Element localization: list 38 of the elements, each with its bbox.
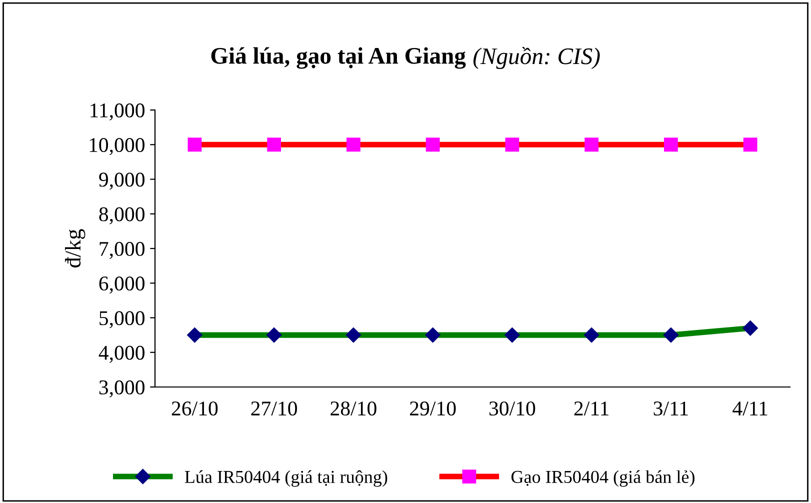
x-tick-label: 2/11 [574, 402, 608, 416]
point [346, 138, 360, 152]
y-tick-label: 7,000 [100, 242, 144, 259]
point [187, 327, 202, 343]
chart-title: Giá lúa, gạo tại An Giang [211, 47, 466, 69]
point [584, 327, 600, 343]
point [346, 327, 362, 343]
y-axis-title: đ/kg [64, 229, 86, 268]
point [663, 327, 679, 343]
point [188, 138, 202, 152]
x-tick-label: 28/10 [330, 401, 376, 416]
point [742, 320, 758, 336]
legend-label: Gạo IR50404 (giá bán lẻ) [511, 470, 694, 487]
x-tick-label: 4/11 [732, 402, 768, 416]
x-tick-label: 29/10 [410, 401, 456, 416]
legend-label: Lúa IR50404 (giá tại ruộng) [184, 470, 388, 487]
y-tick-label: 3,000 [99, 380, 144, 398]
y-tick-label: 6,000 [99, 276, 144, 294]
y-tick-label: 11,000 [90, 103, 144, 120]
point [504, 327, 520, 343]
text: (Nguồn: CIS) [473, 46, 600, 70]
point [425, 327, 440, 343]
x-tick-label: 26/10 [172, 401, 218, 416]
x-tick-label: 3/11 [654, 402, 688, 416]
point [266, 327, 282, 343]
point [584, 138, 599, 152]
point [267, 138, 282, 152]
y-tick-label: 10,000 [90, 138, 144, 156]
y-tick-label: 8,000 [99, 207, 144, 224]
y-tick-label: 9,000 [99, 172, 144, 190]
point [426, 138, 440, 152]
point [505, 138, 520, 152]
point [743, 138, 758, 152]
y-tick-label: 5,000 [100, 311, 144, 328]
x-tick-label: 30/10 [489, 401, 536, 416]
x-tick-label: 27/10 [251, 401, 297, 416]
point [664, 138, 678, 152]
y-tick-label: 4,000 [98, 346, 144, 363]
